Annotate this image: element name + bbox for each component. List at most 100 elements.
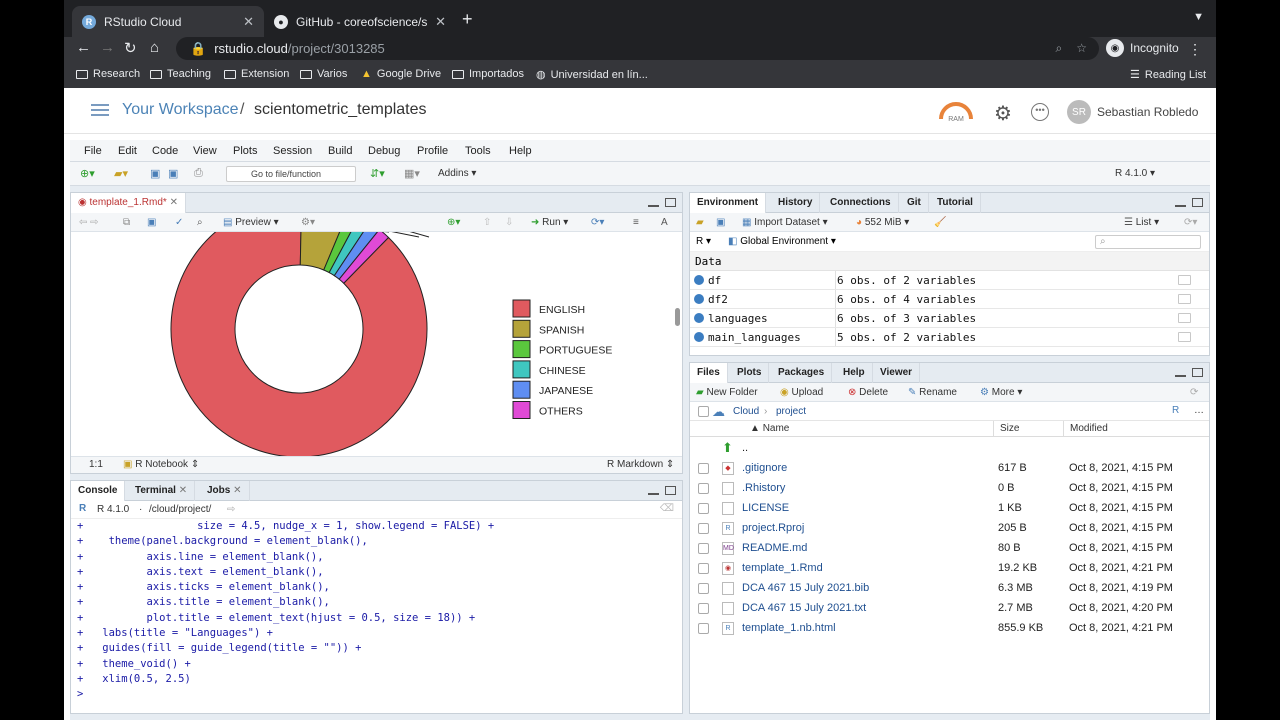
tab-rstudio-cloud[interactable]: R RStudio Cloud ✕ — [72, 6, 264, 37]
env-row[interactable]: df 6 obs. of 2 variables — [690, 271, 1209, 290]
new-file-icon[interactable]: ⊕▾ — [80, 168, 95, 180]
bookmark-star-icon[interactable]: ☆ — [1076, 41, 1087, 55]
file-name[interactable]: template_1.Rmd — [742, 562, 823, 574]
upload-button[interactable]: ◉ Upload — [780, 387, 824, 398]
menu-view[interactable]: View — [193, 145, 217, 157]
preview-button[interactable]: ▤ Preview ▾ — [223, 217, 279, 228]
tab-files[interactable]: Files — [690, 363, 728, 383]
maximize-icon[interactable] — [1192, 198, 1203, 207]
user-name[interactable]: Sebastian Robledo — [1097, 105, 1199, 119]
save-all-icon[interactable]: ▣ — [168, 168, 179, 180]
menu-help[interactable]: Help — [509, 145, 532, 157]
scope-dropdown[interactable]: ◧ Global Environment ▾ — [728, 236, 836, 247]
back-icon[interactable]: ← — [76, 39, 91, 56]
reload-icon[interactable]: ↻ — [124, 40, 137, 57]
settings-gear-icon[interactable]: ⚙ — [994, 103, 1012, 125]
home-icon[interactable]: ⌂ — [150, 39, 160, 56]
new-folder-button[interactable]: ▰ New Folder — [696, 387, 758, 398]
import-dataset-button[interactable]: ▦ Import Dataset ▾ — [742, 217, 828, 228]
file-checkbox[interactable] — [698, 503, 709, 514]
minimize-icon[interactable] — [648, 204, 659, 207]
file-row[interactable]: MD README.md 80 B Oct 8, 2021, 4:15 PM — [690, 538, 1209, 558]
go-to-file-input[interactable]: Go to file/function — [226, 166, 356, 182]
tab-git[interactable]: Git — [900, 193, 929, 213]
tab-console[interactable]: Console — [71, 481, 126, 501]
save-workspace-icon[interactable]: ▣ — [716, 217, 726, 228]
chunk-down-icon[interactable]: ⇩ — [505, 217, 514, 228]
list-view-dropdown[interactable]: ☰ List ▾ — [1124, 217, 1160, 228]
clear-console-icon[interactable]: ⌫ — [659, 503, 674, 514]
new-tab-button[interactable]: + — [462, 9, 473, 29]
memory-usage[interactable]: ◕ 552 MiB ▾ — [856, 217, 910, 228]
select-all-checkbox[interactable] — [698, 406, 709, 417]
editor-scrollbar[interactable] — [675, 308, 680, 326]
working-directory[interactable]: /cloud/project/ — [149, 504, 212, 515]
tab-search-icon[interactable]: ▼ — [1193, 11, 1204, 23]
bookmark-teaching[interactable]: Teaching — [150, 68, 211, 80]
show-in-window-icon[interactable]: ⧉ — [123, 217, 131, 228]
language-dropdown[interactable]: R ▾ — [696, 236, 712, 247]
expand-icon[interactable] — [694, 275, 704, 285]
menu-edit[interactable]: Edit — [118, 145, 137, 157]
file-checkbox[interactable] — [698, 603, 709, 614]
find-replace-icon[interactable]: ⌕ — [197, 217, 203, 228]
spellcheck-icon[interactable]: ✓ — [175, 217, 184, 228]
console-output[interactable]: + size = 4.5, nudge_x = 1, show.legend =… — [77, 519, 678, 703]
expand-icon[interactable] — [694, 313, 704, 323]
tab-jobs[interactable]: Jobs ✕ — [200, 481, 250, 501]
tab-plots[interactable]: Plots — [730, 363, 770, 383]
bookmark-universidad[interactable]: ◍ Universidad en lín... — [536, 68, 648, 82]
forward-icon[interactable]: → — [100, 39, 115, 56]
file-checkbox[interactable] — [698, 623, 709, 634]
file-row[interactable]: DCA 467 15 July 2021.txt 2.7 MB Oct 8, 202… — [690, 598, 1209, 618]
r-version-menu[interactable]: R 4.1.0 ▾ — [1115, 168, 1156, 179]
file-checkbox[interactable] — [698, 483, 709, 494]
git-icon[interactable]: ⇵▾ — [370, 168, 385, 180]
file-row[interactable]: DCA 467 15 July 2021.bib 6.3 MB Oct 8, 202… — [690, 578, 1209, 598]
ram-gauge-icon[interactable]: RAM — [937, 99, 975, 123]
menu-code[interactable]: Code — [152, 145, 179, 157]
tab-connections[interactable]: Connections — [823, 193, 899, 213]
file-checkbox[interactable] — [698, 583, 709, 594]
view-data-icon[interactable] — [1178, 313, 1191, 323]
outline-icon[interactable]: ≡ — [633, 217, 639, 228]
file-mode-dropdown[interactable]: R Markdown ⇕ — [607, 459, 675, 470]
more-options-icon[interactable]: ••• — [1031, 103, 1049, 121]
insert-chunk-icon[interactable]: ⊕▾ — [447, 217, 461, 228]
sort-modified-header[interactable]: Modified — [1070, 423, 1108, 434]
file-row[interactable]: ◉ template_1.Rmd 19.2 KB Oct 8, 2021, 4:21 … — [690, 558, 1209, 578]
sort-size-header[interactable]: Size — [1000, 423, 1020, 434]
addins-menu[interactable]: Addins ▾ — [438, 168, 477, 179]
menu-file[interactable]: File — [84, 145, 102, 157]
format-icon[interactable]: A — [661, 217, 668, 228]
save-icon[interactable]: ▣ — [150, 168, 161, 180]
menu-profile[interactable]: Profile — [417, 145, 449, 157]
env-row[interactable]: main_languages 5 obs. of 2 variables — [690, 328, 1209, 347]
file-row[interactable]: ◆ .gitignore 617 B Oct 8, 2021, 4:15 PM — [690, 458, 1209, 478]
view-data-icon[interactable] — [1178, 332, 1191, 342]
tab-terminal[interactable]: Terminal ✕ — [128, 481, 196, 501]
maximize-icon[interactable] — [1192, 368, 1203, 377]
env-row[interactable]: df2 6 obs. of 4 variables — [690, 290, 1209, 309]
view-data-icon[interactable] — [1178, 275, 1191, 285]
tab-help[interactable]: Help — [836, 363, 873, 383]
browser-menu-icon[interactable]: ⋮ — [1188, 41, 1202, 57]
close-tab-icon[interactable]: ✕ — [243, 13, 254, 29]
go-to-directory-icon[interactable]: ⇨ — [227, 504, 236, 515]
file-name[interactable]: DCA 467 15 July 2021.txt — [742, 602, 867, 614]
open-project-icon[interactable]: ▰▾ — [114, 168, 128, 180]
tab-github[interactable]: ● GitHub - coreofscience/scient ✕ — [264, 6, 456, 37]
crumb-project[interactable]: project — [776, 406, 807, 417]
maximize-icon[interactable] — [665, 198, 676, 207]
pane-layout-icon[interactable]: ▦▾ — [404, 168, 420, 180]
expand-icon[interactable] — [694, 294, 704, 304]
more-menu[interactable]: ⚙ More ▾ — [980, 387, 1023, 398]
avatar[interactable]: SR — [1067, 100, 1091, 124]
reading-list[interactable]: ☰ Reading List — [1130, 68, 1207, 82]
file-name[interactable]: .gitignore — [742, 462, 788, 474]
workspace-link[interactable]: Your Workspace — [122, 101, 239, 118]
zoom-icon[interactable]: ⌕ — [1055, 41, 1063, 55]
tab-tutorial[interactable]: Tutorial — [930, 193, 981, 213]
tab-environment[interactable]: Environment — [690, 193, 767, 213]
